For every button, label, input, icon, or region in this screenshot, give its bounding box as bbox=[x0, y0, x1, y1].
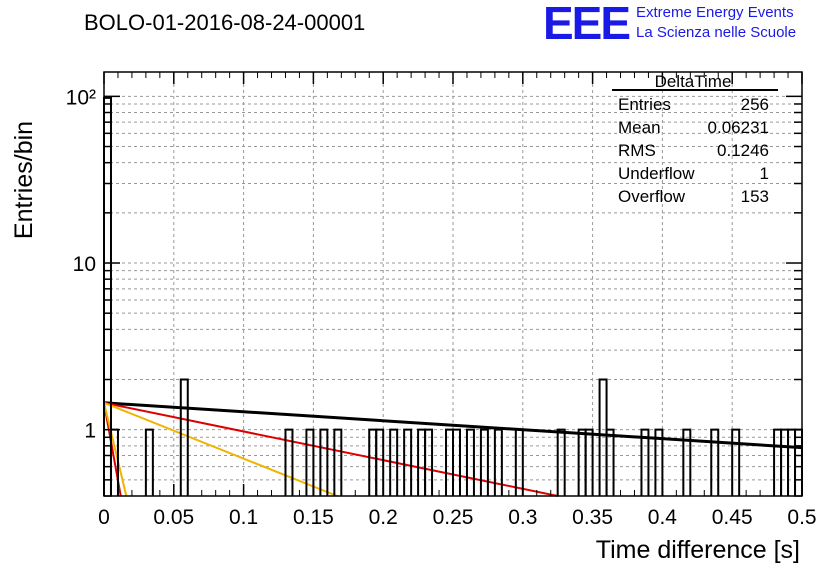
y-tick-label: 10 bbox=[73, 253, 96, 276]
stats-label-overflow: Overflow bbox=[618, 187, 686, 206]
histogram-bin bbox=[780, 428, 790, 496]
eee-logo-line2: La Scienza nelle Scuole bbox=[636, 24, 797, 41]
histogram-bin bbox=[319, 428, 329, 496]
x-tick-label: 0.05 bbox=[153, 506, 194, 529]
histogram-bin bbox=[682, 428, 692, 496]
x-tick-label: 0.3 bbox=[508, 506, 537, 529]
histogram-bin bbox=[584, 428, 594, 496]
x-tick-label: 0.4 bbox=[648, 506, 678, 529]
stats-value-overflow: 153 bbox=[741, 187, 769, 206]
histogram-bin bbox=[479, 428, 489, 496]
histogram-bin bbox=[640, 428, 650, 496]
histogram-bin bbox=[284, 428, 294, 496]
stats-label-underflow: Underflow bbox=[618, 164, 695, 183]
histogram-bin bbox=[305, 428, 315, 496]
x-tick-label: 0.5 bbox=[787, 506, 816, 529]
fit-line bbox=[103, 402, 128, 497]
x-tick-label: 0.35 bbox=[572, 506, 613, 529]
fit-line bbox=[103, 401, 803, 450]
y-axis-title: Entries/bin bbox=[10, 121, 38, 239]
fit-line bbox=[103, 401, 338, 497]
y-tick-label: 10² bbox=[66, 86, 96, 109]
histogram-bin bbox=[368, 428, 378, 496]
histogram-bin bbox=[179, 378, 189, 496]
histogram-bin bbox=[654, 428, 664, 496]
eee-logo: EEE bbox=[543, 0, 631, 49]
histogram-bin bbox=[403, 428, 413, 496]
fit-lines bbox=[103, 401, 803, 497]
histogram-bin bbox=[465, 428, 475, 496]
stats-label-mean: Mean bbox=[618, 118, 661, 137]
histogram-bin bbox=[731, 428, 741, 496]
histogram-bin bbox=[514, 428, 524, 496]
histogram-bin bbox=[577, 428, 587, 496]
histogram-bin bbox=[445, 428, 454, 496]
histogram-bin bbox=[605, 428, 615, 496]
run-title: BOLO-01-2016-08-24-00001 bbox=[84, 10, 366, 35]
stats-label-entries: Entries bbox=[618, 95, 671, 114]
x-tick-label: 0.2 bbox=[369, 506, 398, 529]
histogram-bin bbox=[333, 428, 343, 496]
stats-box: DeltaTime Entries 256 Mean 0.06231 RMS 0… bbox=[612, 72, 778, 206]
histogram-bin bbox=[389, 428, 399, 496]
y-tick-label: 1 bbox=[84, 420, 96, 443]
x-tick-label: 0.15 bbox=[293, 506, 334, 529]
histogram-bin bbox=[493, 428, 503, 496]
x-tick-label: 0.1 bbox=[229, 506, 258, 529]
stats-value-underflow: 1 bbox=[760, 164, 769, 183]
stats-value-rms: 0.1246 bbox=[717, 141, 769, 160]
x-tick-label: 0.25 bbox=[433, 506, 474, 529]
histogram-bin bbox=[794, 428, 803, 496]
x-axis-title: Time difference [s] bbox=[596, 536, 800, 564]
histogram-bin bbox=[787, 428, 797, 496]
eee-logo-line1: Extreme Energy Events bbox=[636, 4, 794, 21]
histogram-bin bbox=[556, 428, 566, 496]
histogram-bin bbox=[773, 428, 783, 496]
stats-value-entries: 256 bbox=[741, 95, 769, 114]
axis-ticks: 0 0.05 0.1 0.15 0.2 0.25 0.3 0.35 0.4 0.45 0.5 1 10 1… bbox=[66, 72, 817, 529]
fit-line bbox=[103, 401, 558, 497]
histogram-bin bbox=[144, 428, 154, 496]
histogram-bin bbox=[375, 428, 385, 496]
histogram-bin bbox=[417, 428, 427, 496]
histogram-bin bbox=[424, 428, 434, 496]
histogram-bin bbox=[710, 428, 720, 496]
histogram-bin bbox=[452, 428, 461, 496]
stats-value-mean: 0.06231 bbox=[708, 118, 769, 137]
x-tick-label: 0 bbox=[98, 506, 110, 529]
x-tick-label: 0.45 bbox=[712, 506, 753, 529]
stats-title: DeltaTime bbox=[655, 72, 732, 91]
stats-label-rms: RMS bbox=[618, 141, 656, 160]
